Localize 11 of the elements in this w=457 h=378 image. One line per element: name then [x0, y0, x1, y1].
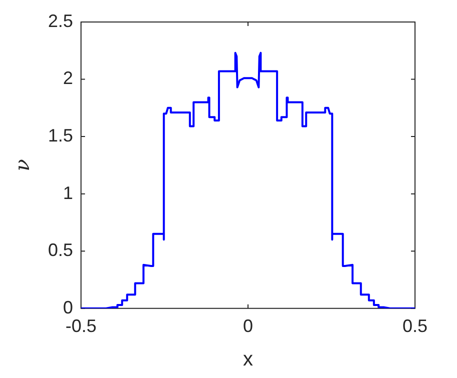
x-tick-label: 0.5: [402, 316, 428, 336]
y-tick-label: 1: [63, 182, 74, 203]
x-tick-label: 0: [243, 316, 254, 336]
x-axis-title: x: [243, 348, 254, 371]
y-tick-label: 0.5: [48, 240, 74, 260]
y-tick-label: 2: [63, 68, 74, 88]
y-tick-label: 1.5: [48, 126, 74, 146]
x-tick-label: -0.5: [66, 316, 97, 336]
y-axis-title: ν: [10, 159, 34, 172]
y-tick-label: 0: [63, 297, 74, 318]
y-tick-label: 2.5: [48, 10, 74, 31]
